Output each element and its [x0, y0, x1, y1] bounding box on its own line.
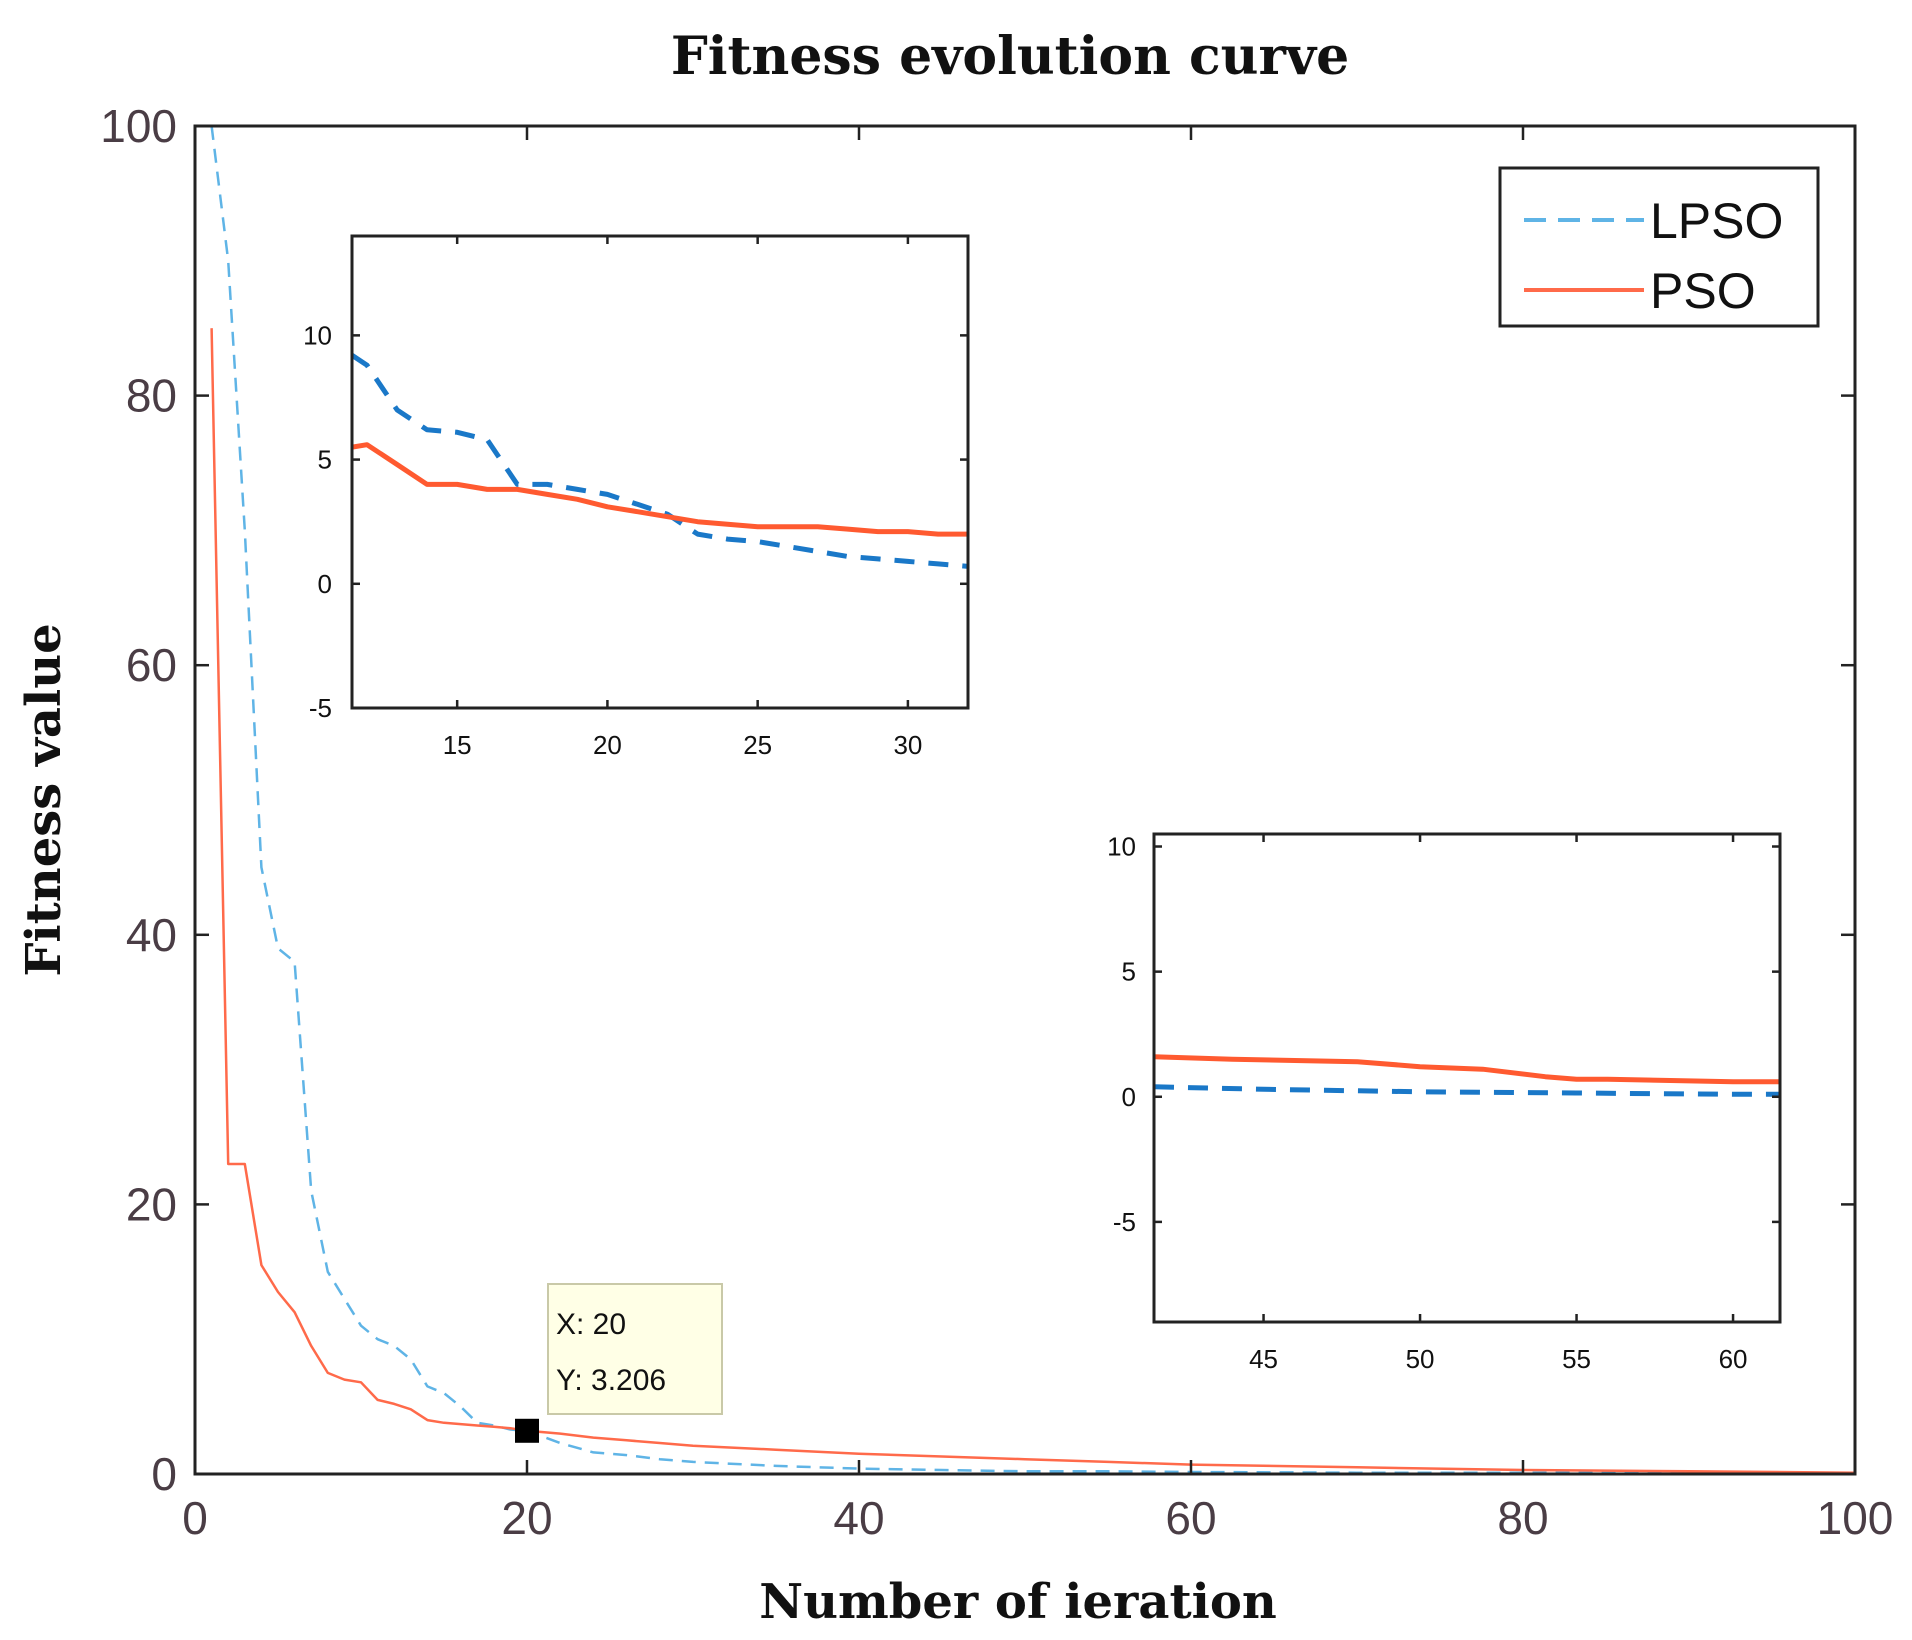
chart-title: Fitness evolution curve	[671, 26, 1349, 87]
inset-bottom-y-tick-label: 0	[1122, 1082, 1136, 1112]
inset-top-x-tick-label: 20	[593, 730, 622, 760]
main-y-tick-label: 0	[151, 1448, 177, 1500]
inset-bottom-plot: 45 50 55 60 -5 0 5 10	[1107, 832, 1782, 1374]
legend-box	[1498, 166, 1820, 328]
main-y-tick-label: 40	[126, 909, 177, 961]
main-x-tick-label: 80	[1497, 1492, 1548, 1544]
inset-top-y-tick-label: 0	[318, 569, 332, 599]
main-x-tick-label: 40	[833, 1492, 884, 1544]
y-axis-label: Fitness value	[16, 623, 72, 976]
inset-bottom-x-tick-label: 60	[1719, 1344, 1748, 1374]
inset-bottom-x-tick-label: 45	[1249, 1344, 1278, 1374]
main-y-tick-label: 100	[100, 100, 177, 152]
main-axes-frame	[193, 124, 1857, 1476]
main-x-tick-label: 0	[182, 1492, 208, 1544]
datatip-x-text: X: 20	[556, 1308, 626, 1341]
inset-top-y-tick-label: 5	[318, 445, 332, 475]
datatip-marker	[515, 1418, 539, 1443]
main-x-tick-label: 100	[1817, 1492, 1894, 1544]
inset-top-axes-frame	[350, 234, 970, 710]
inset-bottom-y-tick-label: -5	[1113, 1207, 1136, 1237]
inset-bottom-y-tick-label: 10	[1107, 832, 1136, 862]
inset-bottom-x-tick-label: 50	[1406, 1344, 1435, 1374]
inset-top-y-tick-label: -5	[309, 693, 332, 723]
x-axis-label: Number of ieration	[759, 1574, 1277, 1630]
inset-bottom-axes-frame	[1152, 832, 1782, 1324]
inset-top-plot-area	[352, 236, 968, 708]
inset-bottom-plot-area	[1154, 834, 1780, 1322]
inset-top-plot: 15 20 25 30 -5 0 5 10	[303, 234, 970, 760]
inset-bottom-y-tick-label: 5	[1122, 957, 1136, 987]
inset-top-y-tick-label: 10	[303, 320, 332, 350]
main-x-tick-label: 60	[1165, 1492, 1216, 1544]
inset-top-x-tick-label: 15	[443, 730, 472, 760]
inset-bottom-series-pso-line	[1154, 1054, 1780, 1085]
inset-top-series-lpso-line	[352, 353, 968, 569]
main-x-tick-label: 20	[501, 1492, 552, 1544]
main-series-pso-line	[210, 328, 1855, 1474]
inset-bottom-x-tick-label: 55	[1562, 1344, 1591, 1374]
legend-label-pso: PSO	[1650, 263, 1756, 319]
main-series-lpso-line	[210, 126, 1855, 1474]
datatip-y-text: Y: 3.206	[556, 1364, 666, 1397]
legend: LPSO PSO	[1498, 166, 1820, 328]
inset-top-x-tick-label: 25	[743, 730, 772, 760]
inset-bottom-series-lpso-line	[1154, 1084, 1780, 1097]
main-y-tick-label: 60	[126, 639, 177, 691]
legend-label-lpso: LPSO	[1650, 193, 1783, 249]
main-y-tick-label: 20	[126, 1178, 177, 1230]
inset-top-series-pso-line	[352, 442, 968, 537]
datatip-box	[547, 1283, 723, 1415]
main-y-tick-label: 80	[126, 370, 177, 422]
inset-top-x-tick-label: 30	[893, 730, 922, 760]
